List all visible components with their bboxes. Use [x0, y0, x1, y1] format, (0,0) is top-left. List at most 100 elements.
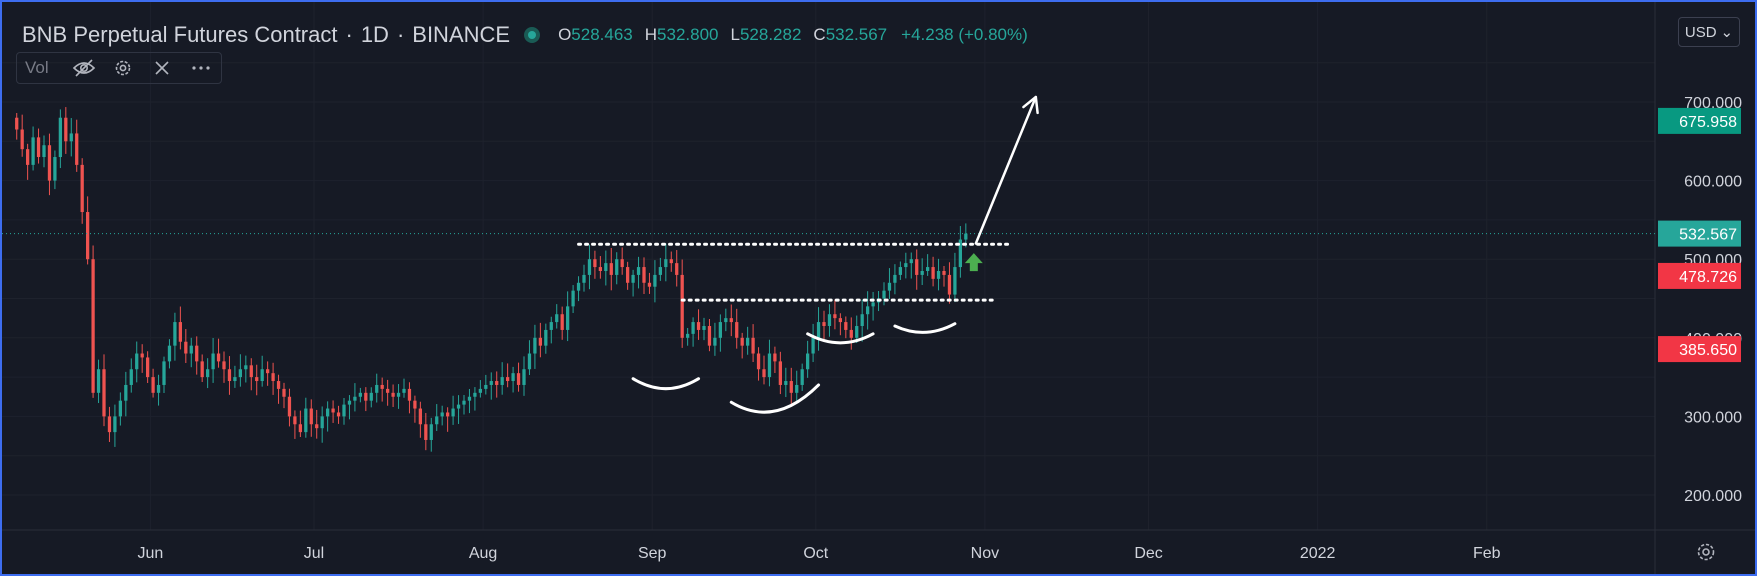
candle [566, 291, 570, 342]
candle-body [238, 369, 242, 378]
candle [958, 226, 962, 278]
candle [369, 387, 373, 408]
eye-off-icon[interactable] [65, 58, 104, 78]
candle-body [827, 314, 832, 327]
candle [707, 318, 712, 352]
candle-body [69, 133, 73, 142]
candle [615, 252, 619, 285]
candle [522, 356, 526, 396]
gear-icon[interactable] [104, 58, 143, 78]
currency-selector[interactable]: USD ⌄ [1678, 17, 1740, 47]
candle-body [653, 274, 657, 287]
candle-body [555, 314, 559, 323]
candle [233, 365, 237, 388]
candle [391, 384, 395, 408]
candle [882, 282, 886, 306]
candle [784, 367, 788, 398]
price-tag-label: 532.567 [1679, 227, 1737, 244]
candle-body [222, 361, 226, 370]
candle [827, 304, 832, 337]
price-axis-label: 300.000 [1684, 409, 1742, 426]
candle [249, 358, 253, 391]
candle [293, 410, 297, 439]
candle-body [233, 377, 237, 382]
candle [446, 407, 450, 432]
symbol-name[interactable]: BNB Perpetual Futures Contract [22, 22, 338, 47]
candle [75, 119, 79, 172]
candle [156, 374, 161, 406]
candle [909, 252, 913, 279]
candle [375, 373, 379, 403]
candle-body [249, 365, 253, 378]
candle [702, 317, 706, 341]
volume-indicator-legend[interactable]: Vol [16, 52, 222, 84]
candle [96, 359, 101, 404]
candle [364, 387, 368, 412]
candle [811, 323, 815, 363]
candle-body [615, 259, 619, 275]
price-tag-label: 675.958 [1679, 114, 1737, 131]
settings-icon[interactable] [1694, 540, 1718, 569]
candle-body [544, 329, 548, 346]
candle [571, 285, 575, 313]
candle-body [806, 353, 810, 370]
interval-label[interactable]: 1D [360, 22, 389, 47]
market-status-icon[interactable] [524, 27, 541, 43]
price-tag-box [1658, 220, 1741, 247]
candle [47, 133, 52, 196]
candle-body [702, 326, 706, 330]
candle [538, 322, 542, 358]
candle [227, 356, 232, 395]
candle [413, 395, 417, 423]
candle [189, 337, 193, 368]
candle-body [260, 369, 264, 382]
candle-body [533, 337, 537, 354]
candle [789, 367, 793, 406]
candle [871, 291, 875, 321]
candle-body [920, 270, 924, 275]
candle [860, 299, 864, 342]
candle [855, 315, 859, 343]
candle [898, 261, 902, 280]
candle [620, 247, 624, 275]
candle-body [887, 282, 892, 291]
candle [866, 291, 870, 330]
candle-body [216, 353, 221, 362]
candle [582, 264, 586, 292]
candle-body [451, 408, 455, 417]
candle-body [440, 412, 444, 417]
candle [36, 128, 41, 164]
chevron-down-icon: ⌄ [1720, 24, 1734, 41]
candle [669, 251, 673, 272]
candle [26, 143, 30, 180]
candle [15, 113, 19, 140]
candle-body [178, 322, 182, 342]
candle-body [735, 322, 739, 338]
candle-body [146, 357, 150, 378]
candle [560, 306, 564, 340]
candle-body [642, 267, 646, 283]
candle-body [129, 369, 133, 385]
more-icon[interactable] [182, 64, 221, 72]
close-icon[interactable] [143, 60, 182, 76]
candle [506, 363, 510, 388]
candle-body [866, 306, 870, 315]
candle-body [391, 392, 395, 397]
candles [15, 107, 968, 452]
candle [107, 406, 112, 442]
candle-body [751, 337, 755, 354]
candle-body [598, 267, 602, 271]
candle [276, 374, 281, 404]
candle-body [784, 381, 788, 385]
candle-body [527, 353, 532, 370]
candle-body [767, 353, 772, 378]
candle [675, 250, 679, 287]
candle-body [620, 259, 624, 268]
candle-body [909, 259, 913, 264]
price-axis-labels: 200.000300.000400.000500.000600.000700.0… [1684, 95, 1742, 505]
candle-body [576, 282, 581, 291]
candle-body [631, 274, 635, 283]
candle [102, 354, 106, 427]
candle-body [707, 326, 712, 346]
